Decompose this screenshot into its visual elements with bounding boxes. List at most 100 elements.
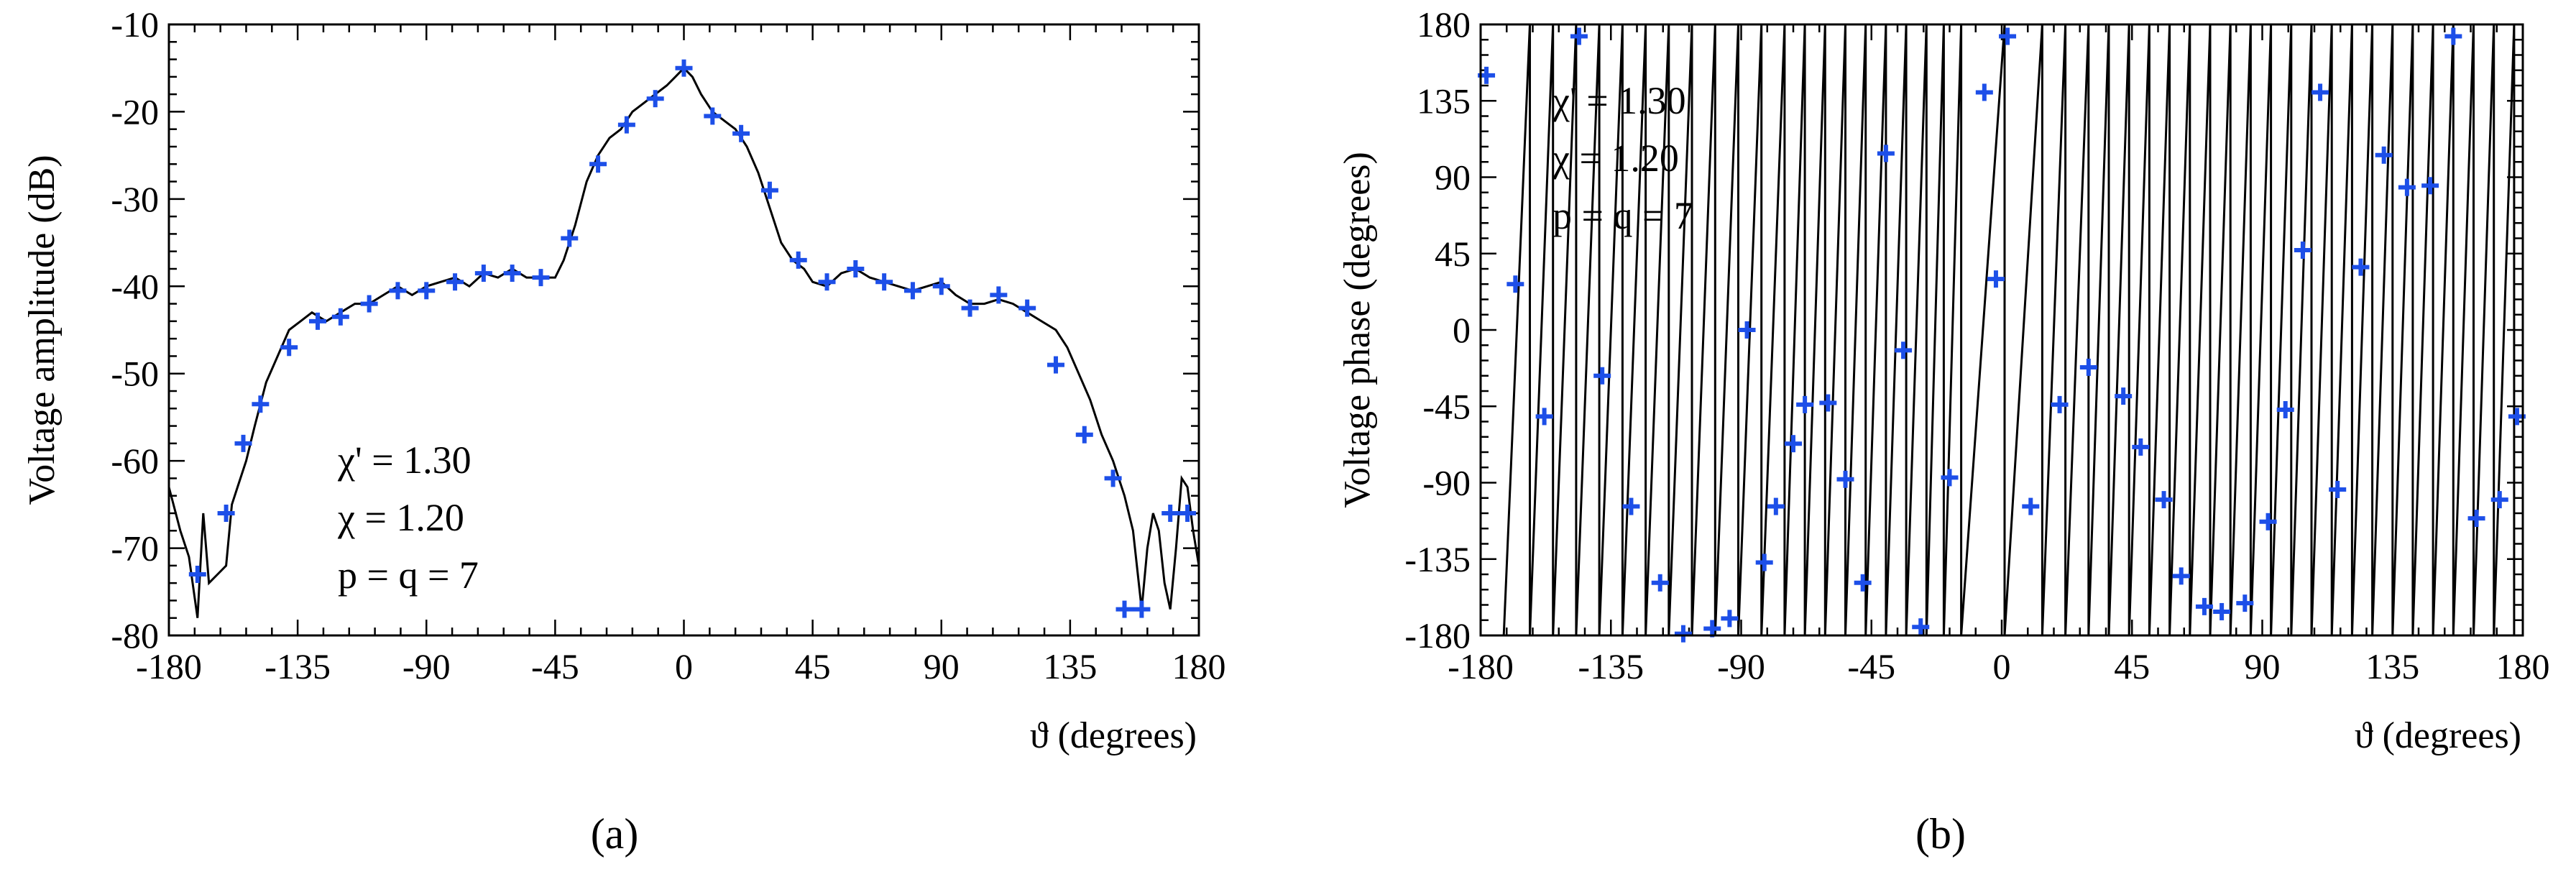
data-point-marker bbox=[1836, 470, 1854, 488]
data-point-marker bbox=[2172, 567, 2190, 585]
data-point-marker bbox=[331, 308, 349, 326]
data-point-marker bbox=[2398, 178, 2416, 196]
x-tick-label: 180 bbox=[1172, 646, 1226, 686]
panel-a-annotation-chi: χ = 1.20 bbox=[337, 496, 464, 539]
x-tick-label: -180 bbox=[1448, 646, 1514, 686]
data-point-marker bbox=[2294, 242, 2312, 259]
panel-b-annotation-pq: p = q = 7 bbox=[1552, 194, 1693, 237]
data-point-marker bbox=[1116, 600, 1133, 618]
data-point-marker bbox=[1819, 394, 1837, 412]
data-point-marker bbox=[280, 339, 298, 357]
data-point-marker bbox=[2051, 395, 2069, 413]
x-tick-label: 90 bbox=[924, 646, 960, 686]
y-tick-label: -10 bbox=[111, 4, 159, 45]
data-point-marker bbox=[704, 107, 722, 125]
x-tick-label: 0 bbox=[1993, 646, 2011, 686]
data-point-marker bbox=[1767, 497, 1785, 515]
panel-a-annotation-chi-prime: χ' = 1.30 bbox=[337, 438, 472, 482]
data-point-marker bbox=[1570, 27, 1588, 45]
data-point-marker bbox=[1674, 625, 1692, 643]
y-tick-label: 90 bbox=[1435, 157, 1471, 198]
x-tick-label: 90 bbox=[2245, 646, 2281, 686]
x-tick-label: -45 bbox=[531, 646, 579, 686]
data-point-marker bbox=[1075, 426, 1093, 444]
data-point-marker bbox=[1506, 275, 1524, 293]
data-point-marker bbox=[308, 312, 326, 330]
panel-b-annotation-chi: χ = 1.20 bbox=[1552, 137, 1679, 180]
panel-a-x-axis-title: ϑ (degrees) bbox=[1030, 715, 1197, 756]
data-point-marker bbox=[1651, 574, 1669, 592]
data-point-marker bbox=[1755, 553, 1773, 571]
x-tick-label: -90 bbox=[1717, 646, 1765, 686]
panel-b-label: (b) bbox=[1915, 810, 1966, 858]
data-point-marker bbox=[188, 566, 206, 583]
data-point-marker bbox=[617, 116, 635, 134]
data-point-marker bbox=[1738, 321, 1756, 339]
x-tick-label: 180 bbox=[2496, 646, 2550, 686]
panel-a-frame bbox=[167, 23, 1200, 637]
panel-a-markers bbox=[188, 59, 1197, 618]
data-point-marker bbox=[360, 295, 378, 313]
y-tick-label: -180 bbox=[1404, 615, 1471, 656]
data-point-marker bbox=[1593, 367, 1611, 385]
y-tick-label: 135 bbox=[1417, 81, 1471, 121]
panel-a-label: (a) bbox=[591, 810, 639, 858]
data-point-marker bbox=[760, 181, 778, 199]
data-point-marker bbox=[2444, 27, 2462, 45]
data-point-marker bbox=[2467, 510, 2485, 528]
data-point-marker bbox=[474, 265, 492, 282]
data-point-marker bbox=[2213, 602, 2231, 620]
data-point-marker bbox=[990, 286, 1008, 304]
panel-a-y-axis-title: Voltage amplitude (dB) bbox=[22, 155, 63, 505]
data-point-marker bbox=[1046, 356, 1064, 374]
data-point-marker bbox=[1162, 505, 1179, 522]
data-point-marker bbox=[2421, 177, 2439, 195]
data-point-marker bbox=[2236, 594, 2254, 612]
y-tick-label: 45 bbox=[1435, 234, 1471, 274]
data-point-marker bbox=[1622, 497, 1640, 515]
data-point-marker bbox=[818, 273, 836, 291]
data-point-marker bbox=[2276, 400, 2294, 418]
data-point-marker bbox=[1104, 469, 1122, 487]
x-tick-label: 45 bbox=[2114, 646, 2150, 686]
data-point-marker bbox=[932, 277, 950, 295]
panel-b-x-tick-labels: -180 -135 -90 -45 0 45 90 135 180 bbox=[1448, 646, 2549, 686]
data-point-marker bbox=[217, 505, 235, 522]
panel-a-annotation-pq: p = q = 7 bbox=[338, 553, 479, 597]
data-point-marker bbox=[903, 282, 921, 300]
x-tick-label: -135 bbox=[1578, 646, 1644, 686]
data-point-marker bbox=[1785, 435, 1802, 453]
y-tick-label: -50 bbox=[111, 354, 159, 394]
y-tick-label: -135 bbox=[1404, 539, 1471, 579]
data-point-marker bbox=[1895, 341, 1913, 359]
data-point-marker bbox=[1854, 574, 1872, 592]
data-point-marker bbox=[2490, 491, 2508, 509]
x-tick-label: -135 bbox=[264, 646, 331, 686]
data-point-marker bbox=[1796, 395, 1814, 413]
panel-a-ticks bbox=[167, 23, 1200, 637]
data-point-marker bbox=[875, 273, 893, 291]
y-tick-label: -90 bbox=[1422, 463, 1471, 503]
y-tick-label: 0 bbox=[1453, 310, 1471, 350]
data-point-marker bbox=[446, 273, 464, 291]
data-point-marker bbox=[2352, 258, 2370, 276]
y-tick-label: -40 bbox=[111, 266, 159, 306]
data-point-marker bbox=[532, 269, 550, 287]
data-point-marker bbox=[2115, 387, 2133, 405]
data-point-marker bbox=[1133, 600, 1151, 618]
data-point-marker bbox=[1018, 299, 1036, 317]
panel-a-x-tick-labels: -180 -135 -90 -45 0 45 90 135 180 bbox=[136, 646, 1225, 686]
x-tick-label: -180 bbox=[136, 646, 202, 686]
data-point-marker bbox=[1877, 144, 1895, 162]
data-point-marker bbox=[847, 260, 865, 277]
y-tick-label: -30 bbox=[111, 179, 159, 219]
x-tick-label: -45 bbox=[1847, 646, 1895, 686]
panel-a-y-tick-labels: -80 -70 -60 -50 -40 -30 -20 -10 bbox=[111, 4, 159, 656]
panel-b-frame bbox=[1479, 23, 2524, 637]
data-point-marker bbox=[1999, 27, 2017, 45]
y-tick-label: 180 bbox=[1417, 4, 1471, 45]
data-point-marker bbox=[1975, 83, 1993, 101]
data-point-marker bbox=[1721, 610, 1739, 628]
panel-b-y-axis-title: Voltage phase (degrees) bbox=[1337, 152, 1378, 508]
